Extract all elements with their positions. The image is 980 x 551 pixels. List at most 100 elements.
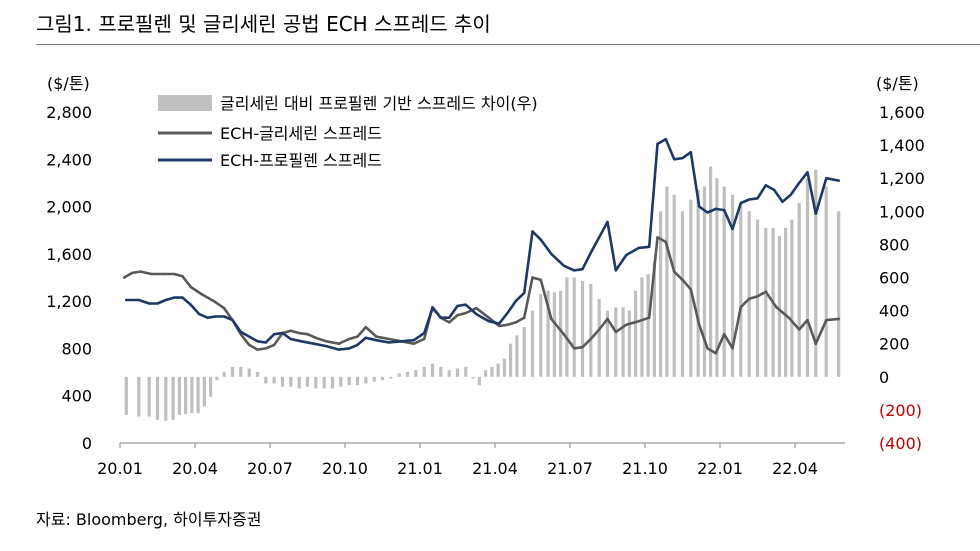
spread-diff-bar: [177, 376, 181, 415]
spread-diff-bar: [484, 370, 488, 377]
ech-glycerin-point: [150, 272, 153, 276]
ech-propylene-point: [506, 311, 509, 315]
x-tick-label: 20.04: [172, 459, 218, 478]
spread-diff-bar: [824, 186, 828, 377]
ech-propylene-point: [714, 207, 717, 211]
spread-diff-bar: [634, 290, 638, 377]
ech-propylene-point: [125, 298, 128, 302]
ech-propylene-point: [214, 315, 217, 318]
spread-diff-bar: [209, 376, 213, 397]
ech-glycerin-point: [464, 311, 467, 315]
right-tick-label: 800: [879, 235, 910, 254]
ech-propylene-point: [664, 138, 667, 141]
ech-glycerin-point: [562, 333, 565, 336]
ech-propylene-point: [562, 264, 565, 267]
title-divider: [36, 44, 980, 45]
ech-propylene-point: [773, 188, 776, 192]
ech-glycerin-point: [581, 346, 584, 349]
ech-glycerin-point: [748, 297, 751, 300]
right-tick-label: 600: [879, 269, 910, 288]
ech-glycerin-point: [387, 337, 390, 341]
ech-propylene-point: [614, 269, 617, 272]
ech-glycerin-point: [162, 272, 165, 276]
ech-glycerin-point: [764, 290, 767, 293]
ech-propylene-point: [387, 341, 390, 344]
spread-diff-bar: [572, 277, 576, 377]
ech-propylene-point: [239, 330, 242, 334]
ech-propylene-point: [423, 331, 426, 335]
ech-glycerin-point: [506, 323, 509, 326]
ech-glycerin-point: [539, 278, 542, 282]
left-axis-label: ($/톤): [47, 74, 90, 93]
right-tick-label: 1,200: [879, 169, 925, 188]
ech-propylene-point: [475, 312, 478, 316]
ech-propylene-point: [173, 296, 176, 299]
spread-diff-bar: [672, 194, 676, 377]
ech-glycerin-point: [798, 328, 801, 331]
ech-propylene-point: [673, 158, 676, 161]
spread-diff-bar: [447, 370, 451, 377]
spread-diff-bar: [522, 327, 526, 377]
spread-diff-bar: [405, 371, 410, 377]
ech-glycerin-point: [123, 276, 126, 279]
ech-glycerin-point: [573, 347, 576, 350]
ech-propylene-point: [731, 227, 734, 231]
ech-propylene-point: [514, 299, 517, 303]
ech-glycerin-point: [423, 337, 426, 341]
right-axis-label: ($/톤): [876, 74, 919, 93]
ech-propylene-point: [248, 335, 251, 338]
spread-diff-bar: [322, 376, 326, 389]
left-axis-ticks: 0 400 800 1,200 1,600 2,000 2,400 2,800: [46, 103, 92, 453]
spread-diff-bar: [455, 368, 460, 377]
x-axis-ticks: 20.01 20.04 20.07 20.10 21.01 21.04 21.07 21.10…: [97, 443, 818, 478]
ech-propylene-point: [439, 316, 442, 319]
ech-propylene-point: [189, 303, 192, 306]
ech-propylene-point: [806, 171, 809, 174]
ech-glycerin-point: [289, 329, 292, 332]
legend-item-ech-glycerin: ECH-글리세린 스프레드: [158, 124, 382, 143]
x-tick-label: 21.10: [622, 459, 668, 478]
ech-glycerin-point: [212, 299, 215, 303]
spread-diff-bar: [559, 290, 563, 377]
spread-diff-bar: [247, 368, 251, 377]
ech-propylene-point: [637, 246, 640, 250]
spread-diff-bar: [414, 370, 418, 377]
spread-diff-bar: [715, 178, 719, 377]
ech-propylene-point: [148, 302, 151, 305]
ech-glycerin-point: [837, 317, 840, 321]
spread-diff-bar: [255, 371, 260, 377]
ech-glycerin-point: [337, 342, 340, 345]
ech-propylene-point: [312, 342, 315, 345]
ech-glycerin-point: [256, 348, 259, 351]
ech-propylene-point: [356, 343, 359, 347]
ech-propylene-point: [300, 340, 303, 343]
legend: 글리세린 대비 프로필렌 기반 스프레드 차이(우) ECH-글리세린 스프레드 E…: [158, 94, 538, 170]
ech-propylene-point: [164, 298, 167, 302]
left-tick-label: 400: [61, 387, 92, 406]
ech-propylene-point: [648, 245, 651, 248]
ech-propylene-point: [456, 304, 459, 308]
ech-propylene-point: [756, 197, 759, 200]
ech-glycerin-point: [806, 318, 809, 322]
spread-diff-bar: [389, 376, 393, 379]
x-tick-label: 21.07: [547, 459, 593, 478]
spread-diff-bar: [539, 294, 543, 377]
ech-propylene-point: [325, 344, 328, 348]
spread-diff-bar: [646, 274, 650, 377]
right-tick-label: (400): [879, 434, 922, 453]
spread-diff-bar: [605, 310, 610, 377]
spread-diff-bar: [364, 376, 368, 384]
ech-glycerin-point: [681, 278, 684, 282]
spread-diff-bar: [347, 376, 351, 386]
right-tick-label: 400: [879, 302, 910, 321]
spread-diff-bar: [171, 376, 175, 420]
legend-bar-swatch: [158, 95, 212, 111]
spread-diff-bar: [627, 310, 631, 377]
ech-propylene-point: [498, 322, 501, 325]
x-tick-label: 20.10: [322, 459, 368, 478]
ech-propylene-point: [656, 142, 659, 146]
spread-diff-bar: [509, 343, 513, 377]
spread-diff-bar: [439, 366, 443, 377]
spread-diff-bar: [196, 376, 200, 414]
spread-diff-bar: [837, 211, 841, 377]
